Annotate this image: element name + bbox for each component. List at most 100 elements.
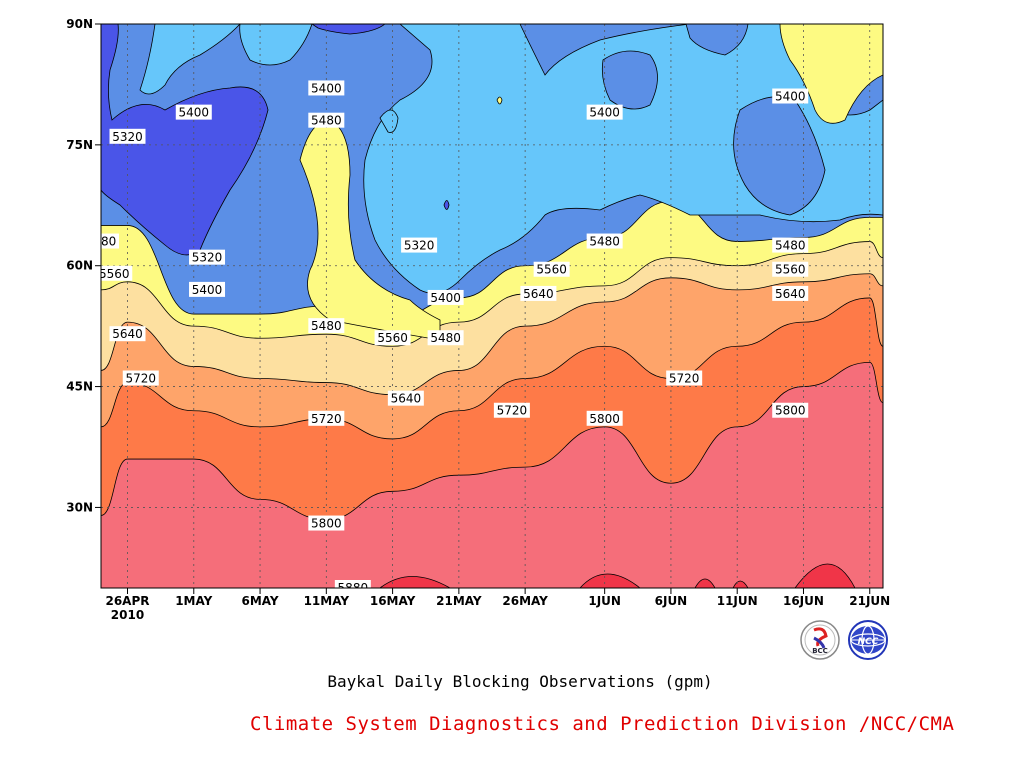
contour-label-text: 5560 xyxy=(377,331,408,345)
contour-label: 5400 xyxy=(772,88,809,104)
plot-frame xyxy=(100,23,884,589)
contour-label-text: 5320 xyxy=(112,130,143,144)
contour-label: 5320 xyxy=(189,249,226,265)
contour-label: 5480 xyxy=(308,112,345,128)
contour-label: 5720 xyxy=(308,410,345,426)
contour-label: 5480 xyxy=(308,318,345,334)
contour-label-text: 5720 xyxy=(669,372,700,386)
contour-label: 5480 xyxy=(772,237,809,253)
x-tick-label: 16MAY xyxy=(370,594,416,608)
y-tick-label: 75N xyxy=(66,138,93,152)
contour-label-text: 5400 xyxy=(589,106,620,120)
bcc-logo-text: BCC xyxy=(812,647,828,655)
contour-label: 5800 xyxy=(308,515,345,531)
contour-label: 5560 xyxy=(772,261,809,277)
x-axis: 26APR 1MAY 6MAY 11MAY 16MAY 21MAY 26MAY 1JUN 6JU… xyxy=(105,588,890,622)
contour-label-text: 5720 xyxy=(497,404,528,418)
contour-label-text: 5720 xyxy=(125,372,156,386)
contour-label-text: 5480 xyxy=(430,331,461,345)
contour-label: 5640 xyxy=(387,390,424,406)
patch-5400-top-right xyxy=(685,24,749,56)
ncc-logo-text: NCC xyxy=(858,637,879,647)
contour-label-text: 5560 xyxy=(99,267,130,281)
bcc-logo: BCC xyxy=(800,620,840,660)
contour-label: 5560 xyxy=(99,265,133,281)
contour-label: 5720 xyxy=(122,370,159,386)
high-5400-east xyxy=(363,24,883,294)
contour-label: 5400 xyxy=(427,289,464,305)
high-5400-center xyxy=(139,24,241,95)
contour-label-text: 5560 xyxy=(775,263,806,277)
contour-label: 5480 xyxy=(586,233,623,249)
low-5320-north xyxy=(311,24,386,35)
contour-label-text: 5480 xyxy=(86,235,117,249)
contour-label-text: 5480 xyxy=(311,319,342,333)
low-5320-west xyxy=(101,24,269,256)
contour-label: 5480 xyxy=(86,233,119,249)
x-tick-label: 1JUN xyxy=(588,594,621,608)
x-tick-label: 6MAY xyxy=(241,594,278,608)
ridge-5480 xyxy=(299,119,441,341)
contour-label-text: 5800 xyxy=(775,404,806,418)
y-tick-label: 60N xyxy=(66,259,93,273)
contour-label: 5400 xyxy=(308,80,345,96)
contour-label: 5640 xyxy=(772,285,809,301)
x-tick-label: 21MAY xyxy=(436,594,482,608)
contour-label: 5800 xyxy=(772,402,809,418)
contour-bands xyxy=(101,200,883,588)
contour-label: 5400 xyxy=(586,104,623,120)
x-tick-label: 1MAY xyxy=(175,594,212,608)
x-tick-label: 16JUN xyxy=(783,594,824,608)
contour-label-text: 5480 xyxy=(311,114,342,128)
contour-label: 5640 xyxy=(109,326,146,342)
contour-label-text: 5400 xyxy=(192,283,223,297)
x-tick-label: 6JUN xyxy=(655,594,688,608)
dot-5320-c xyxy=(443,200,450,210)
x-tick-year: 2010 xyxy=(111,608,144,622)
contour-label-text: 5640 xyxy=(112,327,143,341)
contour-label: 5320 xyxy=(109,128,146,144)
contour-label: 5640 xyxy=(520,285,557,301)
contour-label-text: 5560 xyxy=(536,263,567,277)
contour-label: 5880 xyxy=(334,580,371,595)
contour-label-text: 5720 xyxy=(311,412,342,426)
contour-label: 5720 xyxy=(666,370,703,386)
y-tick-label: 45N xyxy=(66,380,93,394)
contour-label: 5560 xyxy=(374,330,411,346)
x-tick-label: 21JUN xyxy=(849,594,890,608)
contour-label: 5560 xyxy=(533,261,570,277)
high-5880-e xyxy=(794,563,856,588)
contour-label-text: 5800 xyxy=(589,412,620,426)
dot-5480-a xyxy=(496,96,503,105)
contour-label-text: 5320 xyxy=(404,239,435,253)
contour-label: 5480 xyxy=(427,330,464,346)
high-5400-mid xyxy=(239,24,313,66)
band-5800 xyxy=(101,361,883,588)
contour-label-text: 5640 xyxy=(775,287,806,301)
x-tick-label: 11MAY xyxy=(304,594,350,608)
x-tick-label: 26MAY xyxy=(502,594,548,608)
contour-label: 5720 xyxy=(493,402,530,418)
contour-label-text: 5480 xyxy=(775,239,806,253)
patch-5400-upper xyxy=(601,50,658,110)
contour-label-text: 5400 xyxy=(179,106,210,120)
x-tick-label: 11JUN xyxy=(717,594,758,608)
contour-label-text: 5640 xyxy=(523,287,554,301)
y-tick-label: 90N xyxy=(66,17,93,31)
contour-label-text: 5320 xyxy=(192,251,223,265)
contour-label-text: 5400 xyxy=(430,291,461,305)
contour-label-text: 5800 xyxy=(311,517,342,531)
contour-label: 5800 xyxy=(586,410,623,426)
contour-label: 5320 xyxy=(401,237,438,253)
contour-label-text: 5400 xyxy=(311,81,342,95)
contour-label-text: 5880 xyxy=(338,581,369,595)
contour-label-text: 5640 xyxy=(391,392,422,406)
contour-label: 5400 xyxy=(175,104,212,120)
gridlines xyxy=(101,24,883,588)
high-5480-top-right xyxy=(779,24,883,124)
plot-area: 5320 5400 5400 5480 5400 5400 5480 5320 5320 5480… xyxy=(86,24,883,595)
contour-labels: 5320 5400 5400 5480 5400 5400 5480 5320 5320 5480… xyxy=(86,80,809,595)
dot-5400-b xyxy=(379,109,399,133)
contour-label-text: 5480 xyxy=(589,235,620,249)
